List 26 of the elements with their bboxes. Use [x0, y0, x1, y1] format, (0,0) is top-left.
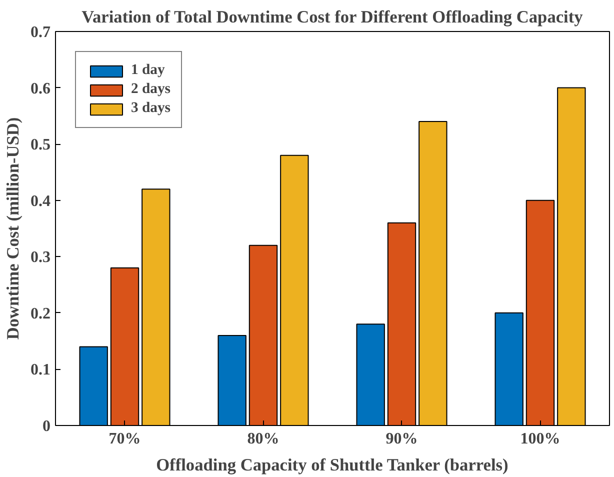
bar — [494, 312, 524, 426]
bar — [557, 87, 586, 426]
bar — [142, 188, 170, 426]
y-tick-label: 0 — [42, 418, 50, 435]
y-tick-label: 0.2 — [30, 305, 50, 322]
y-tick-label: 0.6 — [30, 80, 50, 98]
bar — [280, 154, 309, 426]
y-tick-label: 0.5 — [30, 136, 50, 154]
legend-label: 1 day — [131, 62, 165, 79]
legend-label: 3 days — [131, 100, 171, 117]
x-tick-label: 100% — [520, 430, 560, 448]
y-tick-label: 0.7 — [30, 24, 50, 41]
y-tick-label: 0.4 — [30, 192, 50, 210]
bar — [356, 324, 385, 426]
x-tick-label: 90% — [386, 430, 418, 448]
y-tick-label: 0.3 — [30, 249, 50, 266]
x-tick-label: 70% — [108, 430, 141, 448]
x-axis-title: Offloading Capacity of Shuttle Tanker (barrels) — [156, 456, 509, 474]
bar — [218, 334, 246, 426]
bar — [418, 121, 448, 426]
legend-label: 2 days — [131, 81, 171, 98]
y-tick-label: 0.1 — [30, 362, 50, 379]
bar — [79, 346, 108, 426]
chart-title: Variation of Total Downtime Cost for Different Offloading Capacity — [82, 8, 584, 26]
x-tick-label: 80% — [247, 430, 280, 448]
y-axis-title: Downtime Cost (million-USD) — [4, 117, 22, 340]
